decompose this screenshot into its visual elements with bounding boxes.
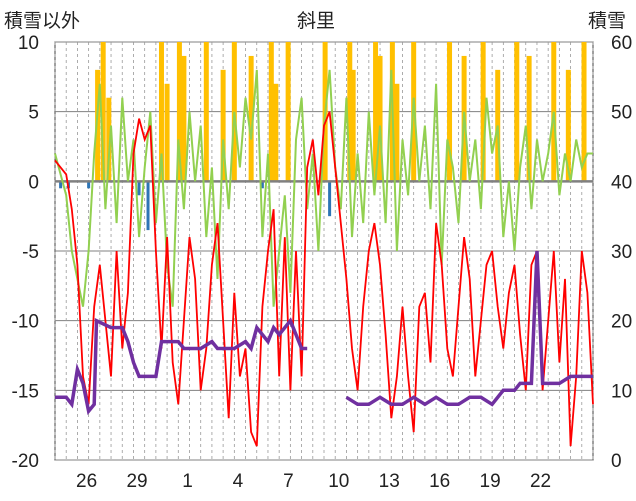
left-tick-label: -5 [22, 242, 39, 263]
left-tick-label: -10 [12, 312, 39, 333]
x-tick-label: 26 [76, 471, 97, 492]
precip-bar-yellow [100, 42, 106, 182]
precip-bar-yellow [95, 69, 101, 182]
x-tick-label: 10 [328, 471, 349, 492]
x-tick-label: 1 [182, 471, 193, 492]
snow-depth-line [345, 250, 593, 407]
precip-bar-yellow [480, 42, 486, 182]
precip-bar-blue [59, 181, 63, 189]
precip-bar-yellow [514, 42, 520, 182]
precip-bar-yellow [181, 55, 187, 182]
x-tick-label: 19 [480, 471, 501, 492]
precip-bar-yellow [350, 69, 356, 182]
snow-depth-line [55, 317, 308, 416]
precip-bar-yellow [273, 83, 279, 182]
temperature-line [54, 111, 594, 447]
precip-bar-yellow [447, 42, 453, 182]
right-tick-label: 20 [611, 312, 632, 333]
right-axis-title: 積雪 [588, 11, 627, 32]
precip-bar-yellow [347, 42, 353, 182]
right-tick-label: 50 [611, 103, 632, 124]
precip-bar-yellow [285, 42, 291, 182]
left-axis-title: 積雪以外 [4, 11, 81, 32]
precip-bar-yellow [176, 42, 182, 182]
precip-bar-yellow [565, 69, 571, 182]
right-tick-label: 30 [611, 242, 632, 263]
precip-bar-yellow [158, 42, 164, 182]
left-tick-label: 0 [28, 172, 39, 193]
wind-line [54, 69, 593, 307]
precip-bar-yellow [220, 69, 226, 182]
precip-bar-yellow [268, 42, 274, 182]
precip-bar-blue [146, 181, 150, 231]
precip-bar-yellow [248, 55, 254, 182]
left-tick-label: -15 [12, 381, 39, 402]
precip-bar-yellow [377, 55, 383, 182]
x-tick-label: 22 [530, 471, 551, 492]
right-tick-label: 40 [611, 172, 632, 193]
precip-bar-yellow [581, 42, 587, 182]
x-tick-label: 16 [429, 471, 450, 492]
chart-title: 斜里 [297, 11, 336, 32]
precip-bar-yellow [203, 42, 209, 182]
x-tick-label: 4 [233, 471, 244, 492]
precip-bar-yellow [106, 97, 112, 182]
right-tick-label: 0 [611, 451, 622, 472]
left-tick-label: 5 [28, 103, 39, 124]
x-tick-label: 13 [379, 471, 400, 492]
x-tick-label: 29 [126, 471, 147, 492]
precip-bar-blue [260, 181, 264, 189]
precip-bar-yellow [373, 42, 379, 182]
precip-bar-yellow [526, 55, 532, 182]
left-tick-label: 10 [18, 33, 39, 54]
left-tick-label: -20 [12, 451, 39, 472]
precip-bar-yellow [164, 83, 170, 182]
precip-bar-blue [87, 181, 91, 189]
precip-bar-blue [137, 181, 141, 196]
x-tick-label: 7 [283, 471, 294, 492]
right-tick-label: 10 [611, 381, 632, 402]
precip-bar-blue [328, 181, 332, 217]
right-tick-label: 60 [611, 33, 632, 54]
precip-bar-yellow [394, 83, 400, 182]
